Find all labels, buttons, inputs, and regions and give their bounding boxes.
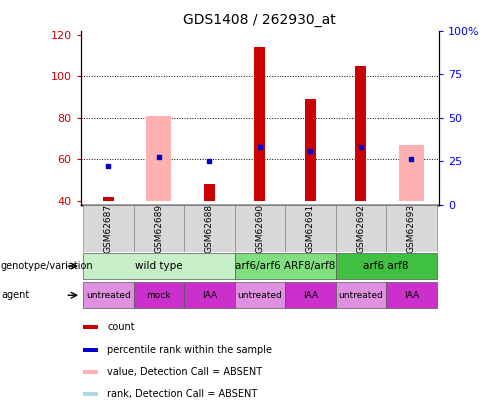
Text: GSM62688: GSM62688: [205, 204, 214, 253]
Bar: [146, 116, 171, 201]
Text: GSM62689: GSM62689: [154, 204, 163, 253]
Text: untreated: untreated: [238, 291, 282, 300]
Text: GSM62692: GSM62692: [356, 204, 366, 253]
Bar: [386, 205, 437, 252]
Text: arf6 arf8: arf6 arf8: [364, 261, 409, 271]
Text: count: count: [107, 322, 135, 333]
Bar: [184, 205, 235, 252]
Text: GSM62687: GSM62687: [104, 204, 113, 253]
Bar: [83, 392, 98, 396]
Bar: [83, 282, 134, 308]
Text: value, Detection Call = ABSENT: value, Detection Call = ABSENT: [107, 367, 263, 377]
Text: wild type: wild type: [135, 261, 183, 271]
Text: GSM62690: GSM62690: [255, 204, 264, 253]
Text: untreated: untreated: [339, 291, 383, 300]
Bar: [83, 370, 98, 374]
Bar: [235, 253, 336, 279]
Text: untreated: untreated: [86, 291, 131, 300]
Bar: [83, 253, 235, 279]
Bar: [399, 145, 424, 201]
Text: mock: mock: [146, 291, 171, 300]
Bar: [254, 47, 265, 201]
Text: genotype/variation: genotype/variation: [1, 261, 94, 271]
Bar: [386, 282, 437, 308]
Bar: [83, 348, 98, 352]
Bar: [83, 326, 98, 329]
Bar: [336, 253, 437, 279]
Text: GSM62693: GSM62693: [407, 204, 416, 253]
Bar: [184, 282, 235, 308]
Bar: [336, 282, 386, 308]
Bar: [355, 66, 366, 201]
Text: IAA: IAA: [303, 291, 318, 300]
Bar: [134, 205, 184, 252]
Text: arf6/arf6 ARF8/arf8: arf6/arf6 ARF8/arf8: [235, 261, 335, 271]
Text: IAA: IAA: [404, 291, 419, 300]
Bar: [235, 205, 285, 252]
Text: GSM62691: GSM62691: [306, 204, 315, 253]
Text: percentile rank within the sample: percentile rank within the sample: [107, 345, 272, 355]
Bar: [285, 205, 336, 252]
Text: agent: agent: [1, 290, 29, 300]
Text: IAA: IAA: [202, 291, 217, 300]
Text: rank, Detection Call = ABSENT: rank, Detection Call = ABSENT: [107, 389, 258, 399]
Title: GDS1408 / 262930_at: GDS1408 / 262930_at: [183, 13, 336, 27]
Bar: [204, 184, 215, 201]
Bar: [134, 282, 184, 308]
Bar: [235, 282, 285, 308]
Bar: [336, 205, 386, 252]
Bar: [285, 282, 336, 308]
Bar: [305, 99, 316, 201]
Bar: [103, 197, 114, 201]
Bar: [83, 205, 134, 252]
